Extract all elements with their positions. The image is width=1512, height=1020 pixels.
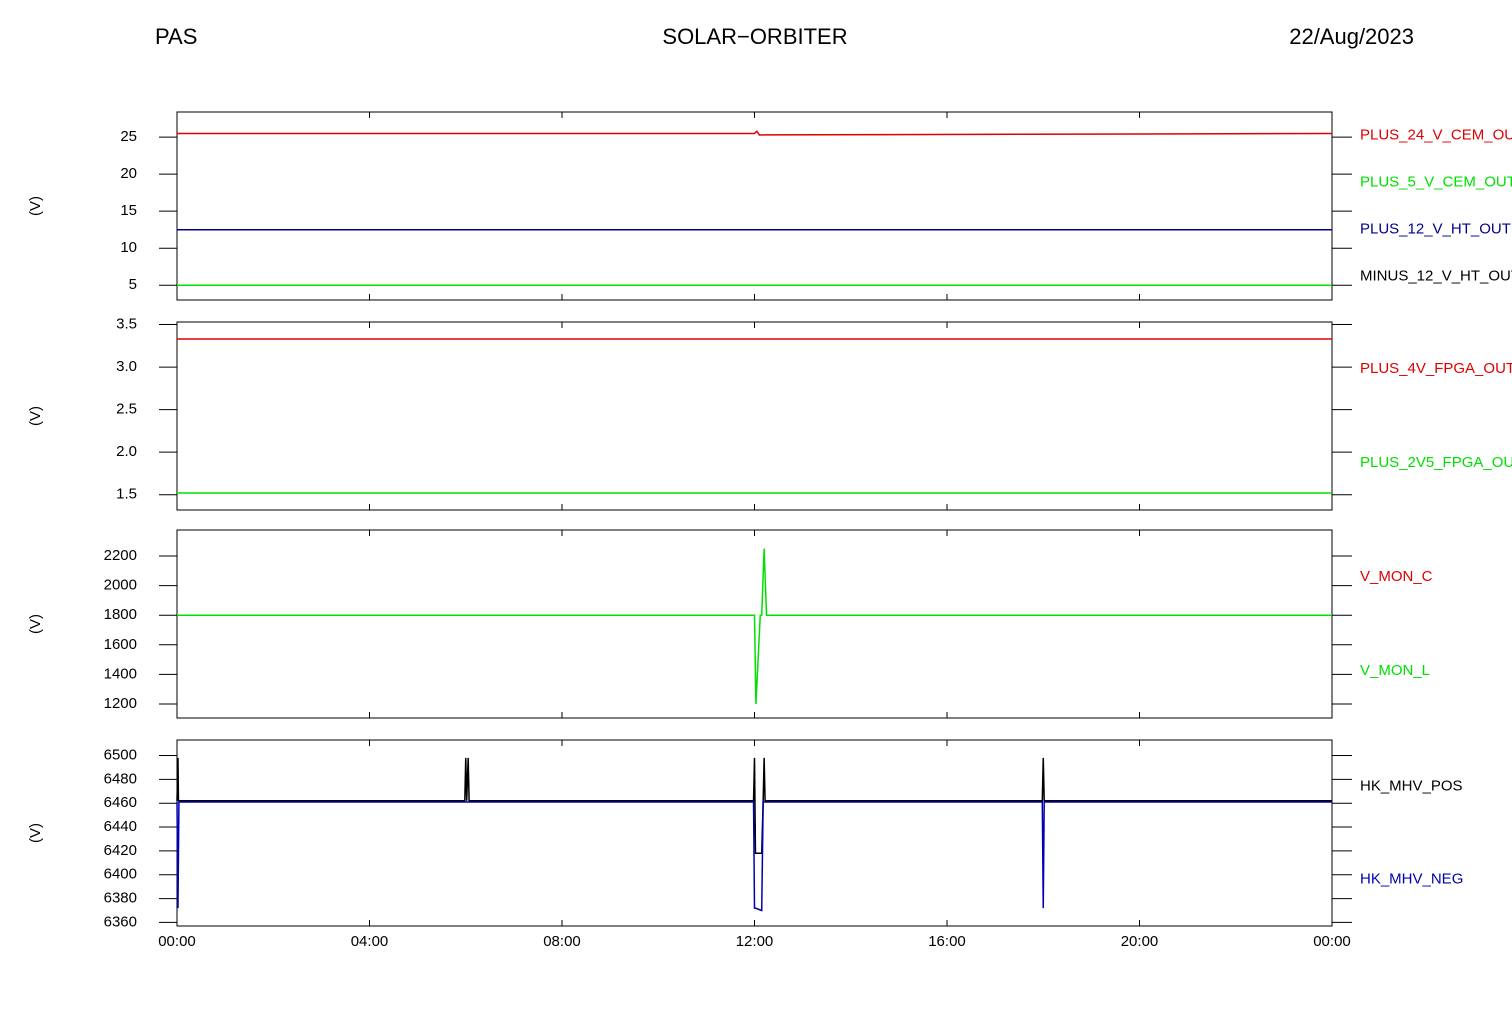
y-tick-label: 2200 bbox=[104, 547, 137, 564]
header-left: PAS bbox=[155, 24, 197, 49]
x-tick-label: 00:00 bbox=[1313, 933, 1351, 950]
legend-label: V_MON_L bbox=[1360, 662, 1430, 679]
series-line bbox=[176, 801, 1332, 912]
legend-label: MINUS_12_V_HT_OUT bbox=[1360, 267, 1512, 284]
y-tick-label: 2.5 bbox=[116, 401, 137, 418]
x-tick-label: 12:00 bbox=[736, 933, 774, 950]
series-line bbox=[177, 130, 1333, 136]
legend-label: HK_MHV_NEG bbox=[1360, 870, 1463, 887]
y-tick-label: 3.0 bbox=[116, 358, 137, 375]
y-axis-label: (V) bbox=[27, 406, 44, 426]
y-tick-label: 6380 bbox=[104, 890, 137, 907]
series-line bbox=[176, 757, 1332, 855]
x-tick-label: 20:00 bbox=[1121, 933, 1159, 950]
y-tick-label: 6460 bbox=[104, 794, 137, 811]
legend-label: HK_MHV_POS bbox=[1360, 777, 1463, 794]
y-axis-label: (V) bbox=[27, 823, 44, 843]
legend-label: V_MON_C bbox=[1360, 568, 1433, 585]
x-tick-label: 08:00 bbox=[543, 933, 581, 950]
legend-label: PLUS_5_V_CEM_OUT bbox=[1360, 173, 1512, 190]
series-line bbox=[177, 548, 1332, 704]
header-center: SOLAR−ORBITER bbox=[662, 24, 847, 49]
y-tick-label: 1400 bbox=[104, 665, 137, 682]
y-tick-label: 6400 bbox=[104, 866, 137, 883]
y-tick-label: 6420 bbox=[104, 842, 137, 859]
legend-label: PLUS_12_V_HT_OUT bbox=[1360, 220, 1511, 237]
x-tick-label: 04:00 bbox=[351, 933, 389, 950]
legend-label: PLUS_24_V_CEM_OUT bbox=[1360, 126, 1512, 143]
y-tick-label: 20 bbox=[120, 165, 137, 182]
y-tick-label: 1.5 bbox=[116, 486, 137, 503]
y-axis-label: (V) bbox=[27, 196, 44, 216]
y-tick-label: 6500 bbox=[104, 746, 137, 763]
legend-label: PLUS_4V_FPGA_OUT bbox=[1360, 360, 1512, 377]
y-tick-label: 15 bbox=[120, 202, 137, 219]
panel-frame bbox=[176, 111, 1333, 301]
y-tick-label: 3.5 bbox=[116, 316, 137, 333]
legend-label: PLUS_2V5_FPGA_OUT bbox=[1360, 454, 1512, 471]
y-tick-label: 6360 bbox=[104, 913, 137, 930]
y-tick-label: 1800 bbox=[104, 606, 137, 623]
header-right: 22/Aug/2023 bbox=[1289, 24, 1414, 49]
y-tick-label: 5 bbox=[129, 276, 137, 293]
y-tick-label: 6480 bbox=[104, 770, 137, 787]
y-axis-label: (V) bbox=[27, 614, 44, 634]
y-tick-label: 1200 bbox=[104, 695, 137, 712]
y-tick-label: 1600 bbox=[104, 636, 137, 653]
y-tick-label: 25 bbox=[120, 128, 137, 145]
y-tick-label: 6440 bbox=[104, 818, 137, 835]
y-tick-label: 2000 bbox=[104, 577, 137, 594]
x-tick-label: 16:00 bbox=[928, 933, 966, 950]
panel-frame bbox=[176, 321, 1333, 511]
x-tick-label: 00:00 bbox=[158, 933, 196, 950]
y-tick-label: 2.0 bbox=[116, 443, 137, 460]
y-tick-label: 10 bbox=[120, 239, 137, 256]
